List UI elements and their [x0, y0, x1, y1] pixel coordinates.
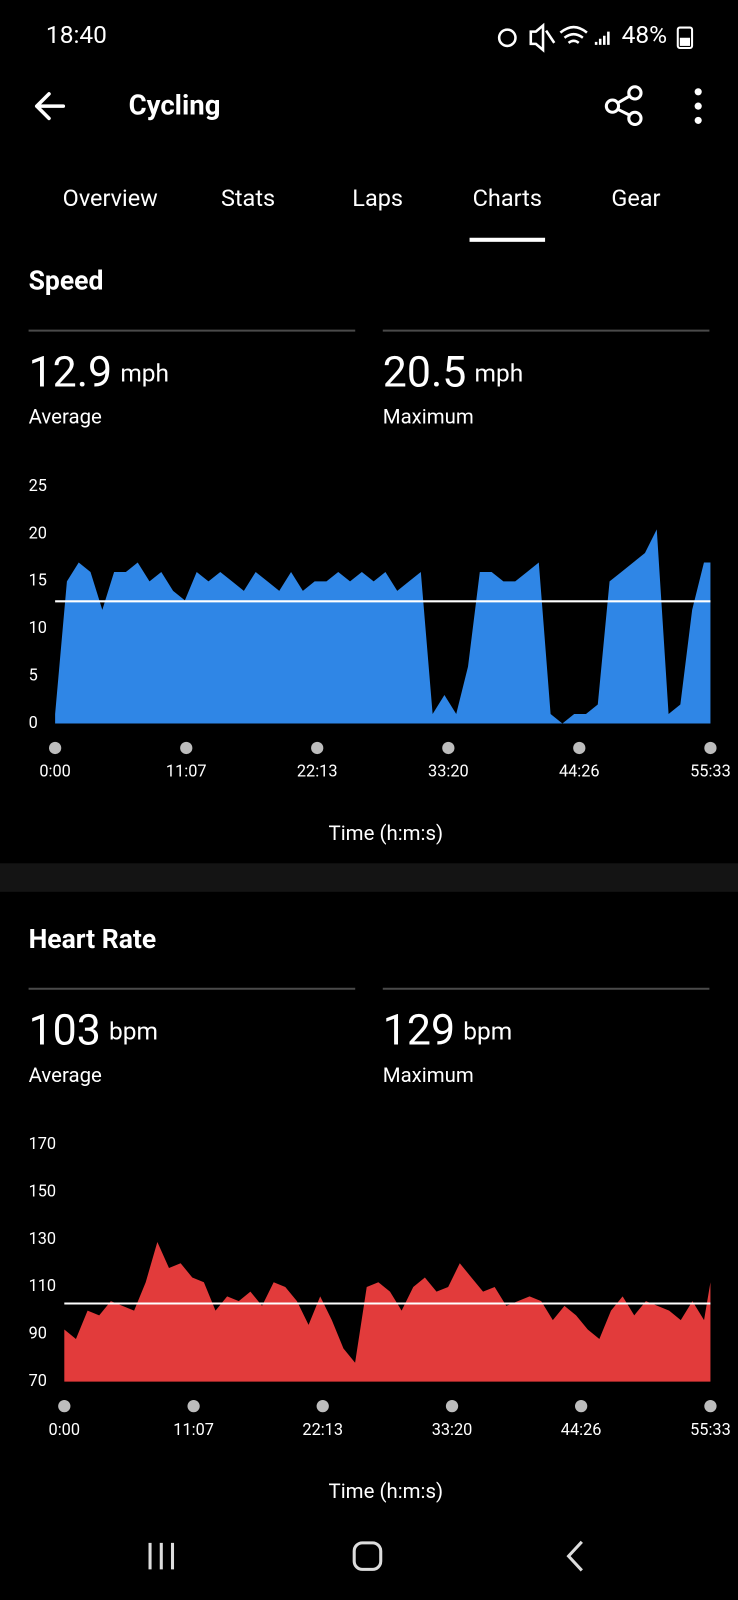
section-title: Heart Rate: [29, 924, 157, 955]
stat-value: 103 bpm: [29, 1006, 158, 1056]
nav-bar: [148, 1540, 583, 1572]
stat-unit: mph: [475, 359, 524, 388]
x-tick-label: 55:33: [690, 762, 731, 781]
x-tick-dot: [704, 1400, 717, 1413]
stat-value: 129 bpm: [383, 1006, 512, 1056]
x-tick-label: 55:33: [690, 1420, 731, 1439]
recents-button[interactable]: [148, 1542, 175, 1570]
home-button[interactable]: [352, 1541, 383, 1571]
x-tick-dot: [316, 1400, 329, 1413]
more-button[interactable]: [694, 88, 702, 124]
tab-indicator: [469, 237, 546, 242]
stat-value: 20.5 mph: [383, 348, 523, 398]
wifi-icon: [559, 25, 588, 44]
stat-unit: bpm: [109, 1017, 158, 1046]
signal-icon: [594, 31, 610, 45]
y-tick-label: 150: [29, 1182, 57, 1201]
y-tick-label: 70: [29, 1371, 47, 1390]
x-tick-label: 33:20: [432, 1420, 473, 1439]
y-tick-label: 90: [29, 1324, 47, 1343]
page-title: Cycling: [129, 88, 221, 121]
status-time: 18:40: [46, 20, 107, 49]
battery-level: 48%: [622, 20, 667, 49]
y-tick-label: 20: [29, 523, 47, 542]
section-separator: [0, 863, 738, 892]
y-tick-label: 25: [29, 476, 47, 495]
stat-number: 12.9: [29, 348, 113, 398]
stat-label: Average: [29, 405, 102, 429]
mute-icon: [529, 22, 556, 53]
share-button[interactable]: [604, 85, 643, 127]
tab[interactable]: Laps: [352, 184, 403, 212]
x-tick-dot: [187, 1400, 200, 1413]
tab-bar: Overview Stats Laps Charts Gear: [63, 184, 661, 242]
alarm-icon: [497, 28, 517, 48]
stat-label: Maximum: [383, 405, 474, 429]
area: [64, 1241, 711, 1382]
y-tick-label: 170: [29, 1134, 57, 1153]
x-tick-label: 44:26: [559, 762, 600, 781]
x-tick-label: 33:20: [428, 762, 469, 781]
area: [55, 529, 711, 724]
y-tick-label: 15: [29, 571, 47, 590]
tab[interactable]: Gear: [611, 184, 660, 212]
x-tick-dot: [442, 741, 455, 755]
battery-fill: [679, 37, 691, 46]
y-tick-label: 110: [29, 1276, 57, 1295]
tab[interactable]: Charts: [473, 184, 542, 212]
x-tick-dot: [575, 1400, 588, 1413]
x-tick-label: 22:13: [297, 762, 338, 781]
x-tick-dot: [58, 1400, 71, 1413]
y-tick-label: 0: [29, 713, 38, 732]
x-tick-dot: [180, 741, 193, 755]
stat-label: Maximum: [383, 1063, 474, 1087]
stat-number: 20.5: [383, 348, 467, 398]
x-tick-dot: [704, 741, 717, 755]
x-tick-label: 0:00: [49, 1420, 80, 1439]
x-tick-dot: [445, 1400, 459, 1413]
x-tick-label: 11:07: [173, 1420, 214, 1439]
tab[interactable]: Stats: [221, 184, 275, 212]
nav-back-button[interactable]: [566, 1540, 583, 1572]
status-icons: [497, 22, 610, 53]
stat-label: Average: [29, 1063, 102, 1087]
y-tick-label: 10: [29, 618, 47, 637]
stat-unit: bpm: [463, 1017, 512, 1046]
tab[interactable]: Overview: [63, 184, 159, 212]
x-tick-dot: [48, 741, 62, 755]
x-axis-title: Time (h:m:s): [329, 1479, 444, 1503]
x-tick-dot: [311, 741, 324, 755]
x-tick-label: 11:07: [166, 762, 207, 781]
x-tick-label: 22:13: [302, 1420, 343, 1439]
x-tick-label: 0:00: [39, 762, 70, 781]
stat-value: 12.9 mph: [29, 348, 169, 398]
stat-unit: mph: [120, 359, 169, 388]
y-tick-label: 5: [29, 665, 38, 684]
x-axis-title: Time (h:m:s): [329, 821, 444, 845]
stat-number: 103: [29, 1006, 101, 1056]
x-tick-label: 44:26: [561, 1420, 602, 1439]
x-tick-dot: [573, 741, 586, 755]
stat-number: 129: [383, 1006, 455, 1056]
battery-icon: [676, 26, 694, 49]
section-title: Speed: [29, 266, 104, 297]
y-tick-label: 130: [29, 1229, 57, 1248]
back-button[interactable]: [34, 92, 66, 121]
